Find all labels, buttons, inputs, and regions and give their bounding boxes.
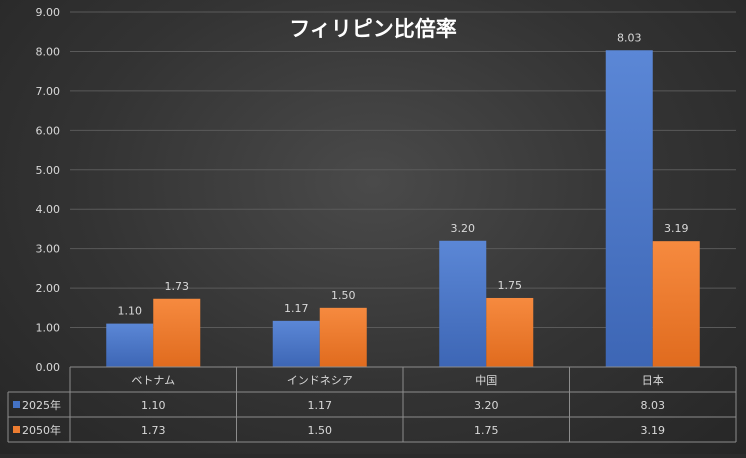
bar — [153, 298, 201, 367]
table-cell: 1.17 — [308, 399, 333, 412]
y-tick-label: 5.00 — [36, 164, 61, 177]
y-tick-label: 2.00 — [36, 282, 61, 295]
data-label: 3.19 — [664, 222, 689, 235]
y-tick-label: 1.00 — [36, 322, 61, 335]
y-tick-label: 4.00 — [36, 203, 61, 216]
bar — [106, 323, 154, 367]
data-label: 3.20 — [451, 222, 476, 235]
data-label: 1.50 — [331, 289, 356, 302]
legend-key — [13, 401, 20, 408]
bar — [486, 297, 534, 367]
table-cell: 3.19 — [641, 424, 666, 437]
y-tick-label: 9.00 — [36, 6, 61, 19]
table-cell: 1.50 — [308, 424, 333, 437]
y-tick-label: 6.00 — [36, 124, 61, 137]
category-label: ベトナム — [131, 374, 175, 387]
category-label: インドネシア — [287, 374, 353, 387]
table-cell: 1.75 — [474, 424, 499, 437]
bar — [439, 240, 487, 367]
category-label: 中国 — [475, 374, 497, 387]
chart-title: フィリピン比倍率 — [289, 17, 457, 41]
bar — [272, 320, 320, 367]
data-label: 1.17 — [284, 302, 309, 315]
data-label: 8.03 — [617, 31, 642, 44]
y-tick-label: 0.00 — [36, 361, 61, 374]
table-cell: 1.73 — [141, 424, 166, 437]
data-label: 1.73 — [165, 280, 190, 293]
bar — [652, 241, 700, 367]
legend-key — [13, 426, 20, 433]
table-cell: 1.10 — [141, 399, 166, 412]
series-name: 2025年 — [22, 398, 61, 412]
data-label: 1.10 — [118, 305, 143, 318]
bar — [319, 307, 367, 367]
y-tick-label: 8.00 — [36, 45, 61, 58]
bar — [605, 50, 653, 368]
series-name: 2050年 — [22, 423, 61, 437]
y-tick-label: 3.00 — [36, 243, 61, 256]
data-label: 1.75 — [498, 279, 523, 292]
category-label: 日本 — [642, 373, 664, 387]
table-cell: 3.20 — [474, 399, 499, 412]
table-cell: 8.03 — [641, 399, 666, 412]
y-tick-label: 7.00 — [36, 85, 61, 98]
